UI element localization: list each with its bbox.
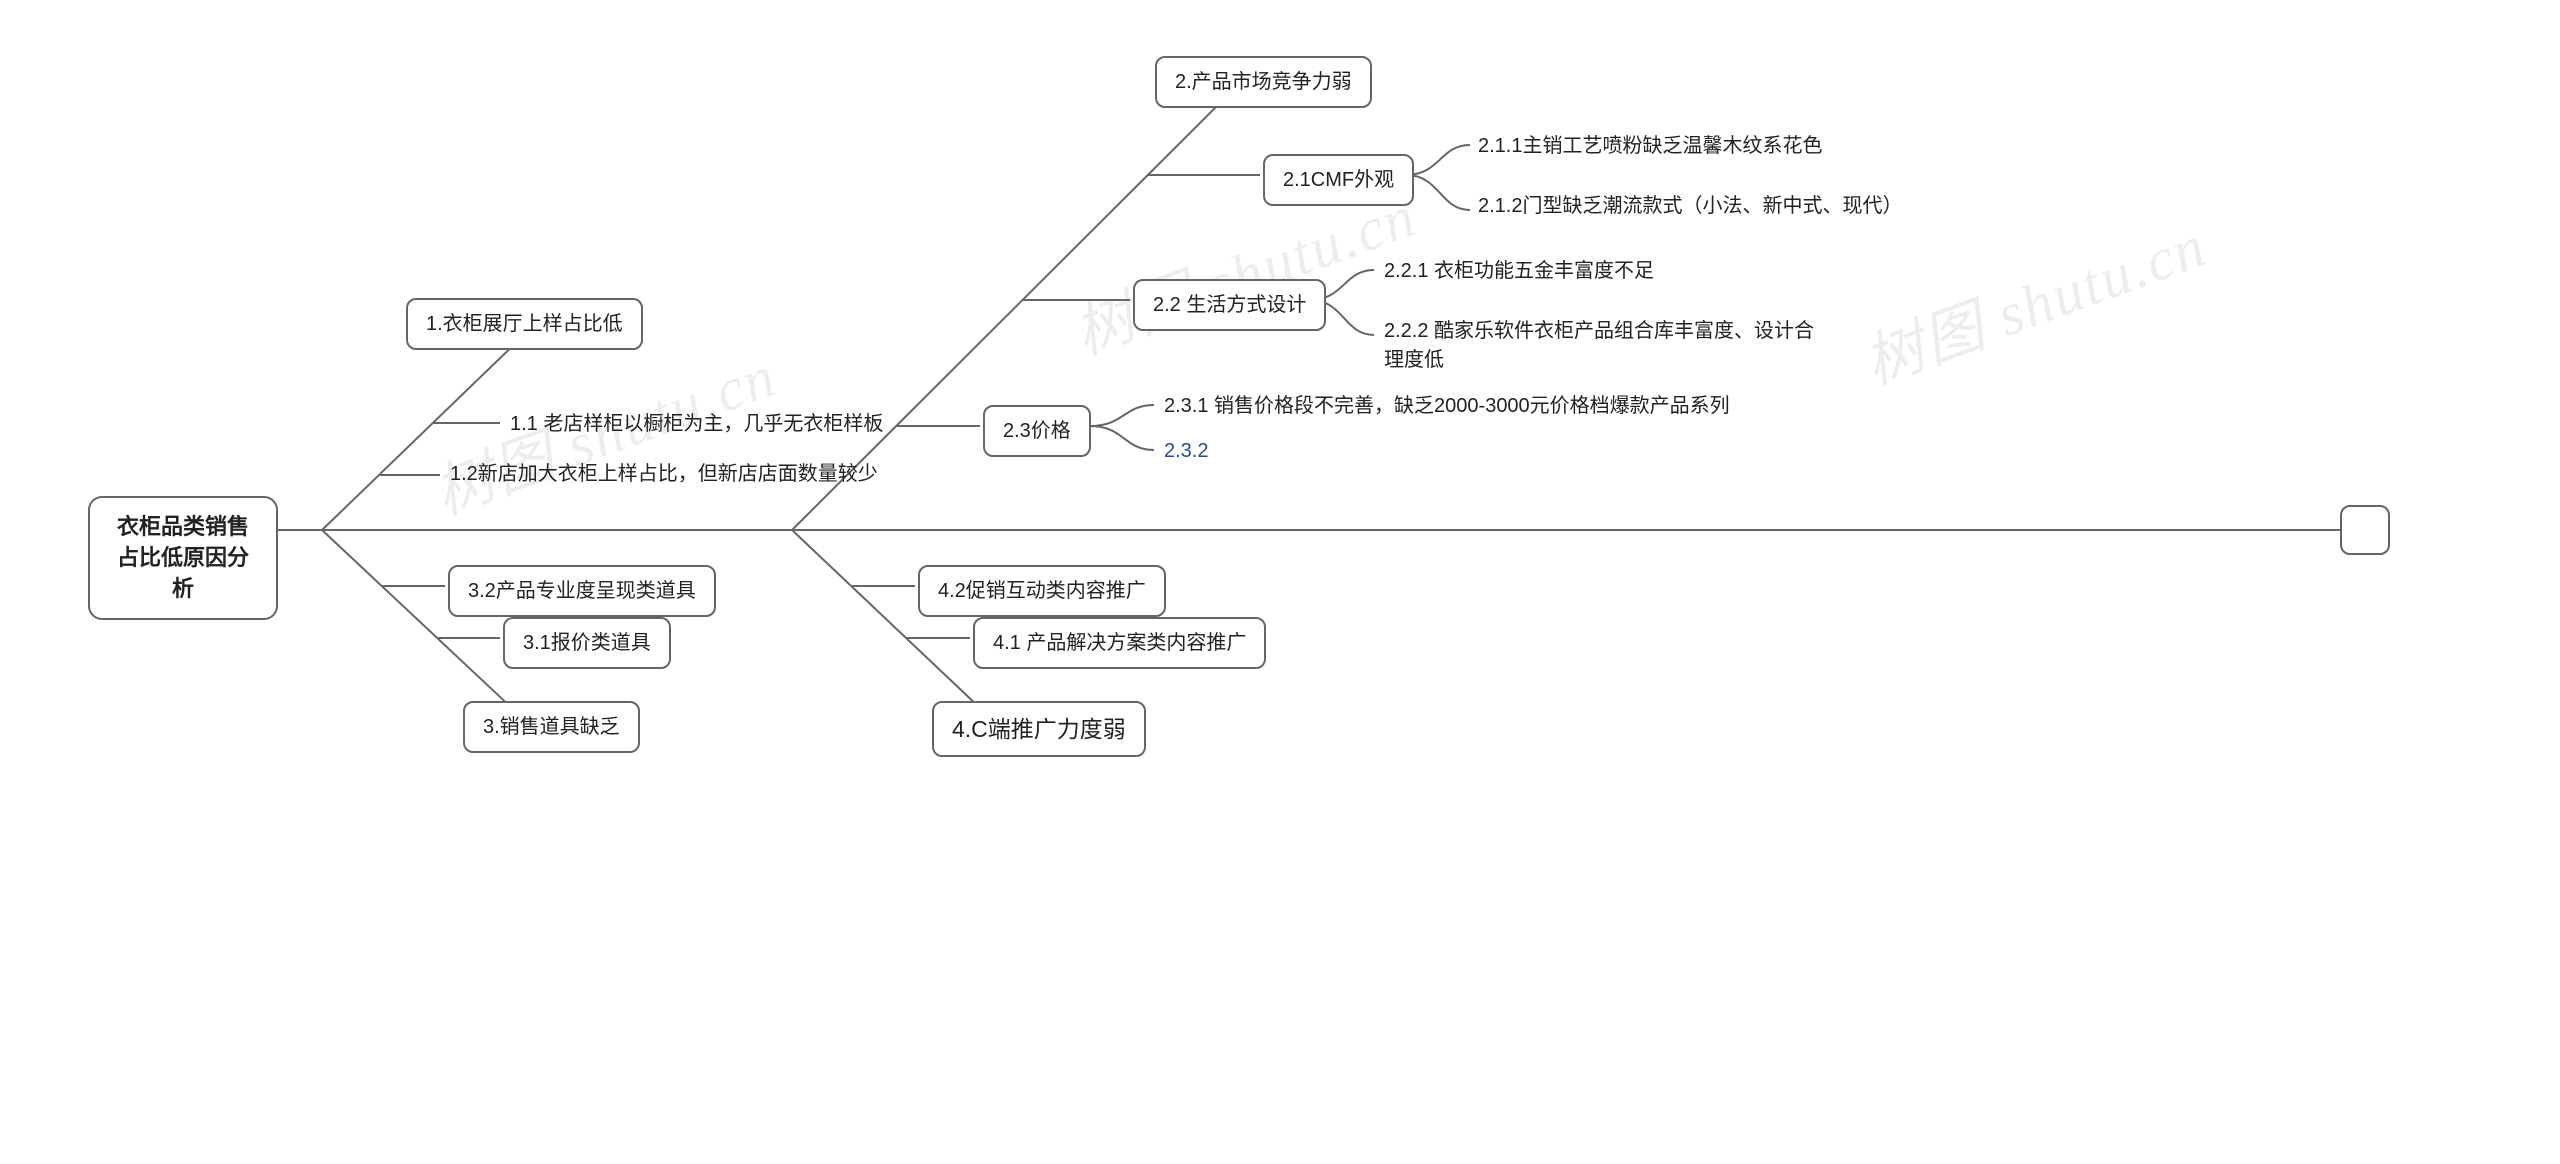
branch-1-title: 1.衣柜展厅上样占比低: [406, 298, 643, 350]
branch-1-item-1: 1.1 老店样柜以橱柜为主，几乎无衣柜样板: [510, 410, 883, 439]
branch-2-sub-3-c1: 2.3.1 销售价格段不完善，缺乏2000-3000元价格档爆款产品系列: [1164, 392, 1730, 421]
branch-4-item-2: 4.2促销互动类内容推广: [918, 565, 1166, 617]
root-label: 衣柜品类销售占比低原因分析: [117, 514, 249, 601]
branch-1-item-2: 1.2新店加大衣柜上样占比，但新店店面数量较少: [450, 460, 880, 489]
terminal-node: [2340, 505, 2390, 555]
branch-2-sub-1-c2: 2.1.2门型缺乏潮流款式（小法、新中式、现代）: [1478, 192, 1908, 221]
branch-2-sub-2: 2.2 生活方式设计: [1133, 279, 1326, 331]
branch-2-sub-3-c2: 2.3.2: [1164, 437, 1208, 466]
branch-2-sub-3: 2.3价格: [983, 405, 1091, 457]
branch-3-item-1: 3.1报价类道具: [503, 617, 671, 669]
branch-4-title: 4.C端推广力度弱: [932, 701, 1146, 757]
branch-2-title: 2.产品市场竞争力弱: [1155, 56, 1372, 108]
branch-2-sub-1: 2.1CMF外观: [1263, 154, 1414, 206]
root-node: 衣柜品类销售占比低原因分析: [88, 496, 278, 620]
watermark: 树图 shutu.cn: [1850, 197, 2217, 401]
branch-3-item-2: 3.2产品专业度呈现类道具: [448, 565, 716, 617]
branch-2-sub-2-c2: 2.2.2 酷家乐软件衣柜产品组合库丰富度、设计合理度低: [1384, 317, 1834, 375]
branch-4-item-1: 4.1 产品解决方案类内容推广: [973, 617, 1266, 669]
branch-3-title: 3.销售道具缺乏: [463, 701, 640, 753]
branch-2-sub-1-c1: 2.1.1主销工艺喷粉缺乏温馨木纹系花色: [1478, 132, 1822, 161]
branch-2-sub-2-c1: 2.2.1 衣柜功能五金丰富度不足: [1384, 257, 1654, 286]
